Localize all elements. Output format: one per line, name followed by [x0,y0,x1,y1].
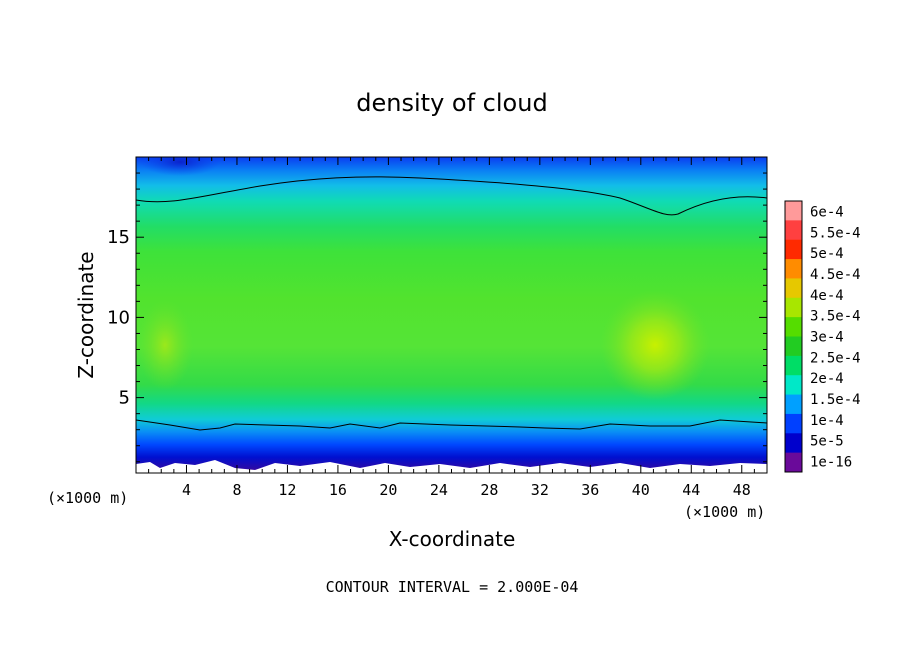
x-tick-label: 48 [733,481,751,499]
chart-title: density of cloud [356,89,547,117]
bottom-gap [136,460,767,473]
x-tick-label: 40 [632,481,650,499]
colorbar-label: 4.5e-4 [810,267,861,283]
y-axis-label: Z-coordinate [74,251,98,378]
plot-area [136,157,767,473]
colorbar-label: 1e-16 [810,455,852,471]
colorbar-label: 1.5e-4 [810,392,861,408]
x-tick-label: 20 [379,481,397,499]
colorbar-swatch [785,375,802,396]
colorbar-swatch [785,259,802,279]
y-tick-label: 10 [107,307,130,328]
colorbar-swatch [785,201,802,221]
colorbar-swatch [785,278,802,299]
y-tick-label: 5 [119,388,130,409]
colorbar-label: 3.5e-4 [810,309,861,325]
x-tick-label: 36 [581,481,599,499]
contour-line-lower [136,419,767,431]
colorbar-label: 5.5e-4 [810,225,861,241]
colorbar-label: 2.5e-4 [810,350,861,366]
y-tick-label: 15 [107,227,130,248]
y-axis-ticks: 5 10 15 [107,172,767,463]
density-maximum-right [600,290,710,400]
x-axis-ticks: 4 8 12 16 20 24 28 32 36 40 44 48 [148,157,755,499]
density-maximum-left [137,300,193,390]
colorbar-frame [784,200,803,473]
colorbar-swatch [785,413,802,434]
x-tick-label: 4 [182,481,191,499]
x-tick-label: 16 [329,481,347,499]
colorbar-swatch [785,317,802,337]
colorbar-label: 2e-4 [810,371,844,387]
contour-line-upper [136,176,767,216]
colorbar-swatch [785,336,802,357]
x-tick-label: 12 [278,481,296,499]
colorbar-label: 3e-4 [810,330,844,346]
x-unit-label-right: (×1000 m) [684,503,765,521]
x-tick-label: 24 [430,481,448,499]
colorbar: 6e-4 5.5e-4 5e-4 4.5e-4 4e-4 3.5e-4 3e-4 2.5e-4… [784,200,861,473]
x-tick-label: 28 [480,481,498,499]
x-axis-label: X-coordinate [389,527,516,551]
colorbar-label: 4e-4 [810,288,844,304]
colorbar-swatch [785,452,802,473]
x-tick-label: 44 [682,481,700,499]
colorbar-swatch [785,220,802,241]
contour-interval-footer: CONTOUR INTERVAL = 2.000E-04 [326,578,579,596]
colorbar-swatch [785,394,802,415]
x-unit-label-left: (×1000 m) [47,489,128,507]
x-tick-label: 8 [232,481,241,499]
colorbar-label: 1e-4 [810,413,844,429]
colorbar-swatch [785,355,802,376]
darker-top-left [140,157,220,176]
x-tick-label: 32 [531,481,549,499]
colorbar-label: 6e-4 [810,204,844,220]
colorbar-swatch [785,297,802,318]
colorbar-label: 5e-5 [810,434,844,450]
colorbar-swatch [785,239,802,260]
colorbar-label: 5e-4 [810,246,844,262]
colorbar-swatch [785,433,802,454]
